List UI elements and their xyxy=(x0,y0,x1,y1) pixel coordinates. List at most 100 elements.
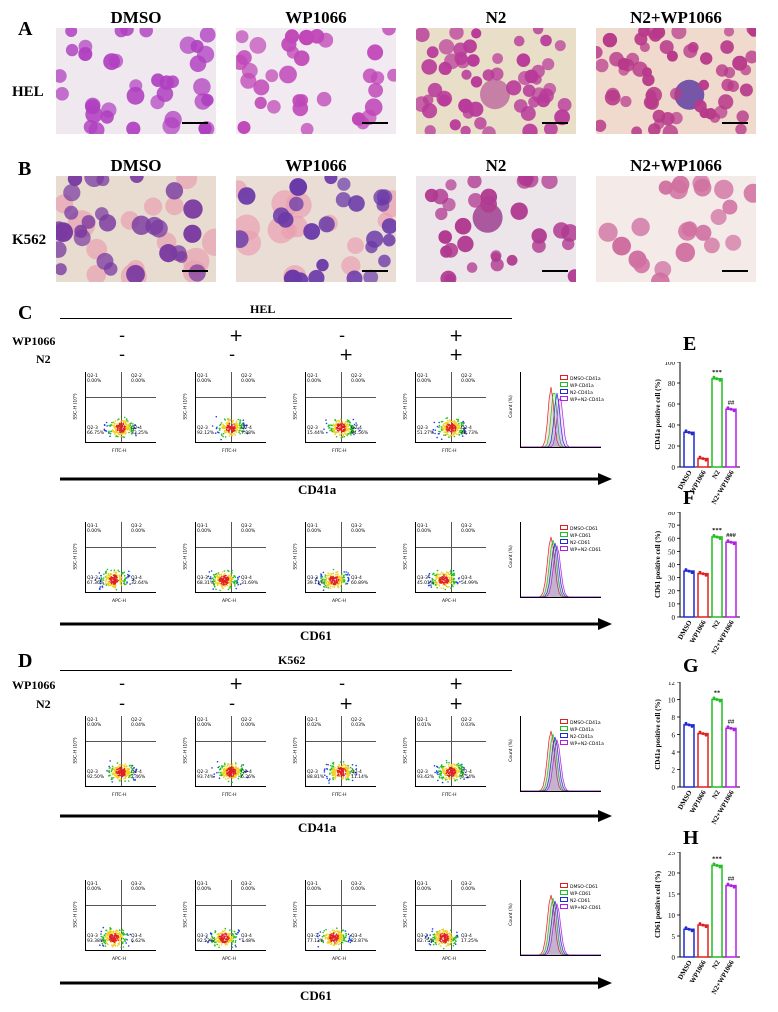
y-tick-label: 10 xyxy=(668,601,676,609)
flow-c-n2-label: N2 xyxy=(36,352,51,366)
flow-dot-plot xyxy=(85,372,156,443)
y-tick-label: 50 xyxy=(668,548,676,556)
flow-dot-plot xyxy=(305,880,376,951)
quadrant-3-label: Q3-3 67.36% xyxy=(87,576,105,586)
quadrant-3-label: Q2-3 93.42% xyxy=(417,770,435,780)
col-title-n2-b: N2 xyxy=(485,156,507,175)
quadrant-4-label: Q3-4 60.89% xyxy=(351,576,369,586)
flow-dot-plot xyxy=(305,372,376,443)
data-point xyxy=(687,723,691,727)
data-point xyxy=(698,922,702,926)
legend-entry: WP-CD61 xyxy=(560,532,601,539)
quadrant-2-label: Q2-2 0.00% xyxy=(241,374,256,384)
quadrant-2-label: Q3-2 0.00% xyxy=(241,882,256,892)
panel-label-h: H xyxy=(683,827,699,849)
quadrant-4-label: Q2-4 7.46% xyxy=(131,770,146,780)
wp1066-sign: + xyxy=(449,326,464,346)
row-label-hel: HEL xyxy=(12,84,44,100)
y-tick-label: 0 xyxy=(672,784,676,792)
histogram-legend: DMSO-CD61 WP-CD61 N2-CD61 WP+N2-CD61 xyxy=(560,883,601,911)
flow-histogram xyxy=(520,716,601,792)
quadrant-4-label: Q2-4 33.25% xyxy=(131,426,149,436)
quadrant-4-label: Q2-4 7.88% xyxy=(241,426,256,436)
n2-sign: - xyxy=(119,694,126,714)
col-title-dmso-b: DMSO xyxy=(110,156,162,175)
y-tick-label: 30 xyxy=(668,575,676,583)
quadrant-1-label: Q3-1 0.00% xyxy=(417,524,432,534)
quadrant-3-label: Q2-3 66.75% xyxy=(87,426,105,436)
flow-c-wp-label: WP1066 xyxy=(12,334,56,348)
legend-entry: DMSO-CD61 xyxy=(560,883,601,890)
y-tick-label: 20 xyxy=(668,870,676,878)
flow-dot-plot xyxy=(195,716,266,787)
quadrant-3-label: Q2-3 15.44% xyxy=(307,426,325,436)
quadrant-1-label: Q2-1 0.00% xyxy=(417,374,432,384)
y-tick-label: 60 xyxy=(668,401,676,409)
wp1066-sign: + xyxy=(229,326,244,346)
quadrant-1-label: Q2-1 0.00% xyxy=(307,374,322,384)
col-title-n2wp-b: N2+WP1066 xyxy=(630,156,722,175)
significance-label: *** xyxy=(712,527,722,534)
y-tick-label: 0 xyxy=(672,464,676,472)
data-point xyxy=(729,884,733,888)
scale-bar xyxy=(722,270,748,272)
legend-entry: WP-CD41a xyxy=(560,726,604,733)
scale-bar xyxy=(182,122,208,124)
data-point xyxy=(718,536,722,540)
data-point xyxy=(704,573,708,577)
legend-entry: WP-CD41a xyxy=(560,382,604,389)
data-point xyxy=(715,863,719,867)
data-point xyxy=(729,407,733,411)
x-axis-label: FITC-H xyxy=(332,449,347,454)
data-point xyxy=(715,377,719,381)
flow-d-cell-line: K562 xyxy=(278,653,306,667)
quadrant-4-label: Q3-4 22.87% xyxy=(351,934,369,944)
quadrant-2-label: Q2-2 0.00% xyxy=(351,374,366,384)
panel-label-f: F xyxy=(683,487,696,509)
data-point xyxy=(726,882,730,886)
cd41a-axis-label-c: CD41a xyxy=(298,482,337,497)
micrograph-k562-n2wp xyxy=(596,176,756,282)
col-title-n2-a: N2 xyxy=(485,8,507,27)
quadrant-1-label: Q2-1 0.02% xyxy=(307,718,322,728)
x-axis-label: APC-H xyxy=(332,599,346,604)
wp1066-sign: + xyxy=(229,674,244,694)
data-point xyxy=(712,862,716,866)
flow-dot-plot xyxy=(85,880,156,951)
significance-label: *** xyxy=(712,855,722,862)
quadrant-4-label: Q3-4 32.64% xyxy=(131,576,149,586)
legend-entry: WP+N2-CD41a xyxy=(560,396,604,403)
data-point xyxy=(704,733,708,737)
data-point xyxy=(726,406,730,410)
quadrant-1-label: Q3-1 0.00% xyxy=(307,524,322,534)
significance-label: *** xyxy=(712,369,722,376)
quadrant-4-label: Q2-4 6.54% xyxy=(461,770,476,780)
bar xyxy=(711,378,723,468)
data-point xyxy=(726,539,730,543)
data-point xyxy=(698,730,702,734)
col-title-dmso-a: DMSO xyxy=(110,8,162,27)
data-point xyxy=(715,535,719,539)
panel-label-c: C xyxy=(18,302,33,324)
data-point xyxy=(712,375,716,379)
flow-c-divider xyxy=(60,318,512,319)
quadrant-2-label: Q3-2 0.00% xyxy=(461,882,476,892)
panel-label-g: G xyxy=(683,655,699,677)
y-tick-label: 4 xyxy=(672,749,676,757)
quadrant-3-label: Q3-3 93.38% xyxy=(87,934,105,944)
data-point xyxy=(715,698,719,701)
scale-bar xyxy=(182,270,208,272)
data-point xyxy=(718,865,722,869)
data-point xyxy=(701,572,705,576)
micrograph-hel-wp1066 xyxy=(236,28,396,134)
quadrant-3-label: Q3-3 92.52% xyxy=(197,934,215,944)
data-point xyxy=(732,885,736,889)
flow-dot-plot xyxy=(415,372,486,443)
data-point xyxy=(718,378,722,382)
data-point xyxy=(698,455,702,459)
panel-label-d: D xyxy=(18,650,33,672)
histogram-legend: DMSO-CD61 WP-CD61 N2-CD61 WP+N2-CD61 xyxy=(560,525,601,553)
quadrant-3-label: Q2-3 92.12% xyxy=(197,426,215,436)
wp1066-sign: - xyxy=(119,674,126,694)
